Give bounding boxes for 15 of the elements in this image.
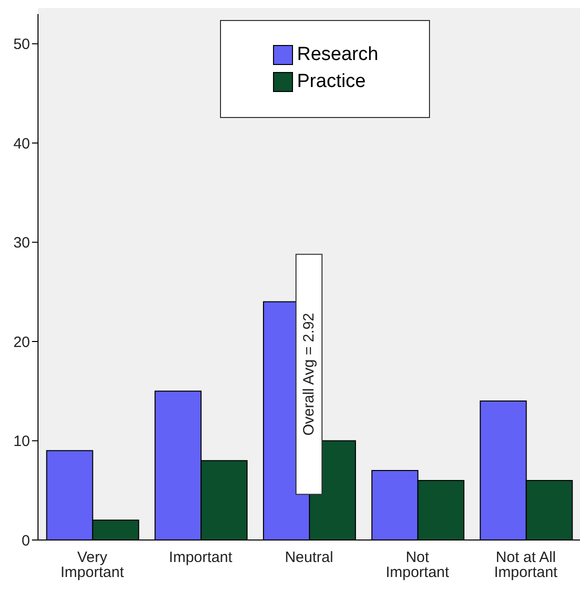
legend-label: Practice xyxy=(297,70,366,92)
y-tick-label: 10 xyxy=(13,433,30,450)
y-tick-label: 50 xyxy=(13,36,30,54)
y-tick-label: 40 xyxy=(13,135,30,152)
x-tick-label: Not Important xyxy=(386,549,450,581)
y-tick-label: 30 xyxy=(13,234,30,252)
x-tick-label: Neutral xyxy=(284,549,334,566)
x-tick-label: Very Important xyxy=(60,549,125,581)
y-tick-label: 20 xyxy=(13,334,30,351)
legend-label: Research xyxy=(297,44,378,66)
note-box: Overall Avg = 2.92 xyxy=(296,254,322,495)
y-tick-label: 0 xyxy=(22,532,30,550)
annotation: Overall Avg = 2.92 xyxy=(300,312,318,436)
x-tick-label: Important xyxy=(168,549,234,566)
x-tick-label: Not at All Important xyxy=(494,549,558,581)
